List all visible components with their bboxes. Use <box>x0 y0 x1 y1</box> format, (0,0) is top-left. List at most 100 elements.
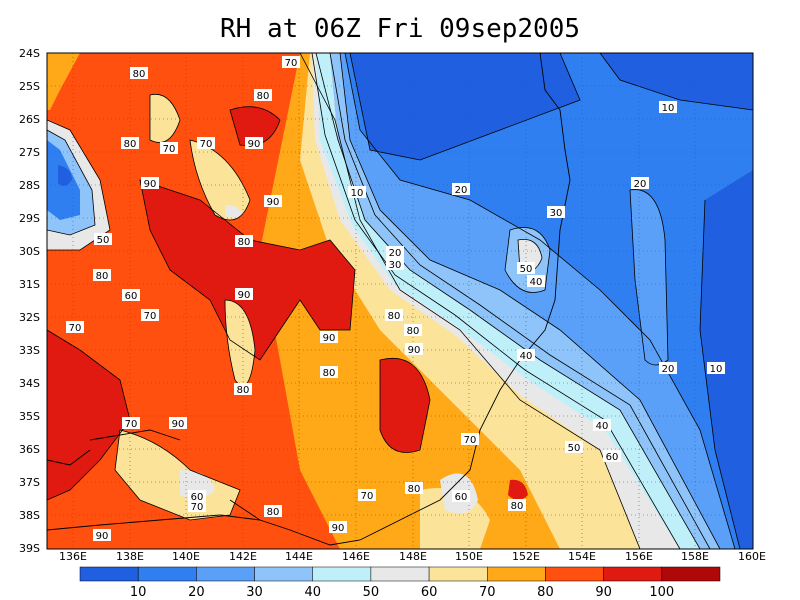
contour-label: 70 <box>282 56 300 69</box>
contour-label: 70 <box>461 433 479 446</box>
colorbar-tick-label: 30 <box>246 585 263 600</box>
colorbar-tick-label: 70 <box>479 585 496 600</box>
lon-label: 152E <box>512 550 540 563</box>
rh-yellow-pocket-5 <box>225 300 255 386</box>
svg-text:40: 40 <box>520 351 533 362</box>
svg-text:90: 90 <box>408 345 421 356</box>
svg-text:90: 90 <box>96 531 109 542</box>
svg-text:90: 90 <box>267 197 280 208</box>
svg-text:90: 90 <box>144 179 157 190</box>
svg-text:30: 30 <box>550 208 563 219</box>
svg-text:80: 80 <box>96 271 109 282</box>
svg-text:60: 60 <box>191 492 204 503</box>
lon-label: 158E <box>681 550 709 563</box>
rh-below-10-patch-northeast <box>600 53 753 110</box>
lat-label: 27S <box>19 146 40 159</box>
colorbar-tick-label: 40 <box>304 585 321 600</box>
map-title: RH at 06Z Fri 09sep2005 <box>219 14 581 44</box>
colorbar: 10 20 30 40 50 60 70 80 90 100 <box>79 566 721 600</box>
contour-label: 80 <box>385 309 403 322</box>
rh-west-10-patch <box>58 165 72 186</box>
svg-text:90: 90 <box>248 139 261 150</box>
contour-label: 20 <box>659 362 677 375</box>
lon-label: 160E <box>738 550 766 563</box>
contour-label: 90 <box>245 137 263 150</box>
svg-text:90: 90 <box>323 333 336 344</box>
lat-label: 31S <box>19 278 40 291</box>
contour-label: 20 <box>386 246 404 259</box>
lat-label: 32S <box>19 311 40 324</box>
svg-text:70: 70 <box>125 419 138 430</box>
contour-label: 50 <box>94 233 112 246</box>
lat-label: 36S <box>19 443 40 456</box>
svg-text:10: 10 <box>710 364 723 375</box>
contour-label: 90 <box>169 417 187 430</box>
svg-text:70: 70 <box>144 311 157 322</box>
lat-label: 37S <box>19 476 40 489</box>
svg-text:70: 70 <box>285 58 298 69</box>
lon-label: 144E <box>285 550 313 563</box>
lat-lon-grid <box>47 53 753 549</box>
rh-yellow-pocket-3 <box>115 430 240 520</box>
rh-yellow-pocket-2 <box>190 140 250 220</box>
contour-label: 40 <box>517 349 535 362</box>
coastline <box>47 53 571 546</box>
contour-label: 70 <box>141 309 159 322</box>
svg-text:80: 80 <box>267 507 280 518</box>
colorbar-swatch <box>137 566 197 582</box>
rh-red-pocket-east <box>508 479 528 500</box>
contour-label: 80 <box>93 269 111 282</box>
rh-gray-pocket-3 <box>225 205 242 219</box>
rh-20-30-patch-east <box>630 189 668 365</box>
contour-label: 90 <box>320 331 338 344</box>
contour-label: 20 <box>452 183 470 196</box>
lat-label: 26S <box>19 113 40 126</box>
colorbar-swatch <box>370 566 430 582</box>
contour-label: 90 <box>141 177 159 190</box>
contour-label: 30 <box>386 258 404 271</box>
contour-label: 80 <box>234 383 252 396</box>
lon-label: 148E <box>399 550 427 563</box>
lon-label: 146E <box>342 550 370 563</box>
contour-label: 90 <box>405 343 423 356</box>
contour-label: 80 <box>508 499 526 512</box>
colorbar-tick-label: 90 <box>595 585 612 600</box>
svg-text:70: 70 <box>361 491 374 502</box>
rh-90-100-core-central <box>140 180 355 360</box>
contour-label: 70 <box>66 321 84 334</box>
colorbar-swatch <box>312 566 372 582</box>
colorbar-swatch <box>661 566 721 582</box>
colorbar-swatch <box>545 566 604 582</box>
contour-label: 80 <box>235 235 253 248</box>
contour-label: 70 <box>122 417 140 430</box>
svg-text:80: 80 <box>124 139 137 150</box>
svg-text:60: 60 <box>606 452 619 463</box>
colorbar-tick-label: 50 <box>363 585 380 600</box>
colorbar-tick-label: 100 <box>649 585 674 600</box>
lon-label: 150E <box>455 550 483 563</box>
colorbar-swatch <box>487 566 546 582</box>
contour-label: 40 <box>593 419 611 432</box>
svg-text:40: 40 <box>530 277 543 288</box>
svg-text:80: 80 <box>323 368 336 379</box>
contour-label: 80 <box>254 89 272 102</box>
contour-labels: 80 70 80 10 90 80 70 70 90 90 10 20 20 3… <box>66 56 725 542</box>
svg-text:40: 40 <box>596 421 609 432</box>
contour-lines <box>47 53 753 549</box>
map-frame <box>46 52 754 550</box>
rh-10-20-band <box>345 53 753 549</box>
contour-label: 80 <box>404 324 422 337</box>
svg-text:80: 80 <box>408 484 421 495</box>
svg-text:70: 70 <box>464 435 477 446</box>
svg-text:80: 80 <box>133 69 146 80</box>
contour-label: 80 <box>405 482 423 495</box>
contour-label: 60 <box>188 490 206 503</box>
colorbar-tick-label: 60 <box>421 585 438 600</box>
lat-label: 38S <box>19 509 40 522</box>
colorbar-swatch <box>196 566 255 582</box>
svg-text:20: 20 <box>662 364 675 375</box>
svg-text:80: 80 <box>407 326 420 337</box>
svg-text:80: 80 <box>238 237 251 248</box>
rh-northwest-orange <box>47 53 80 110</box>
